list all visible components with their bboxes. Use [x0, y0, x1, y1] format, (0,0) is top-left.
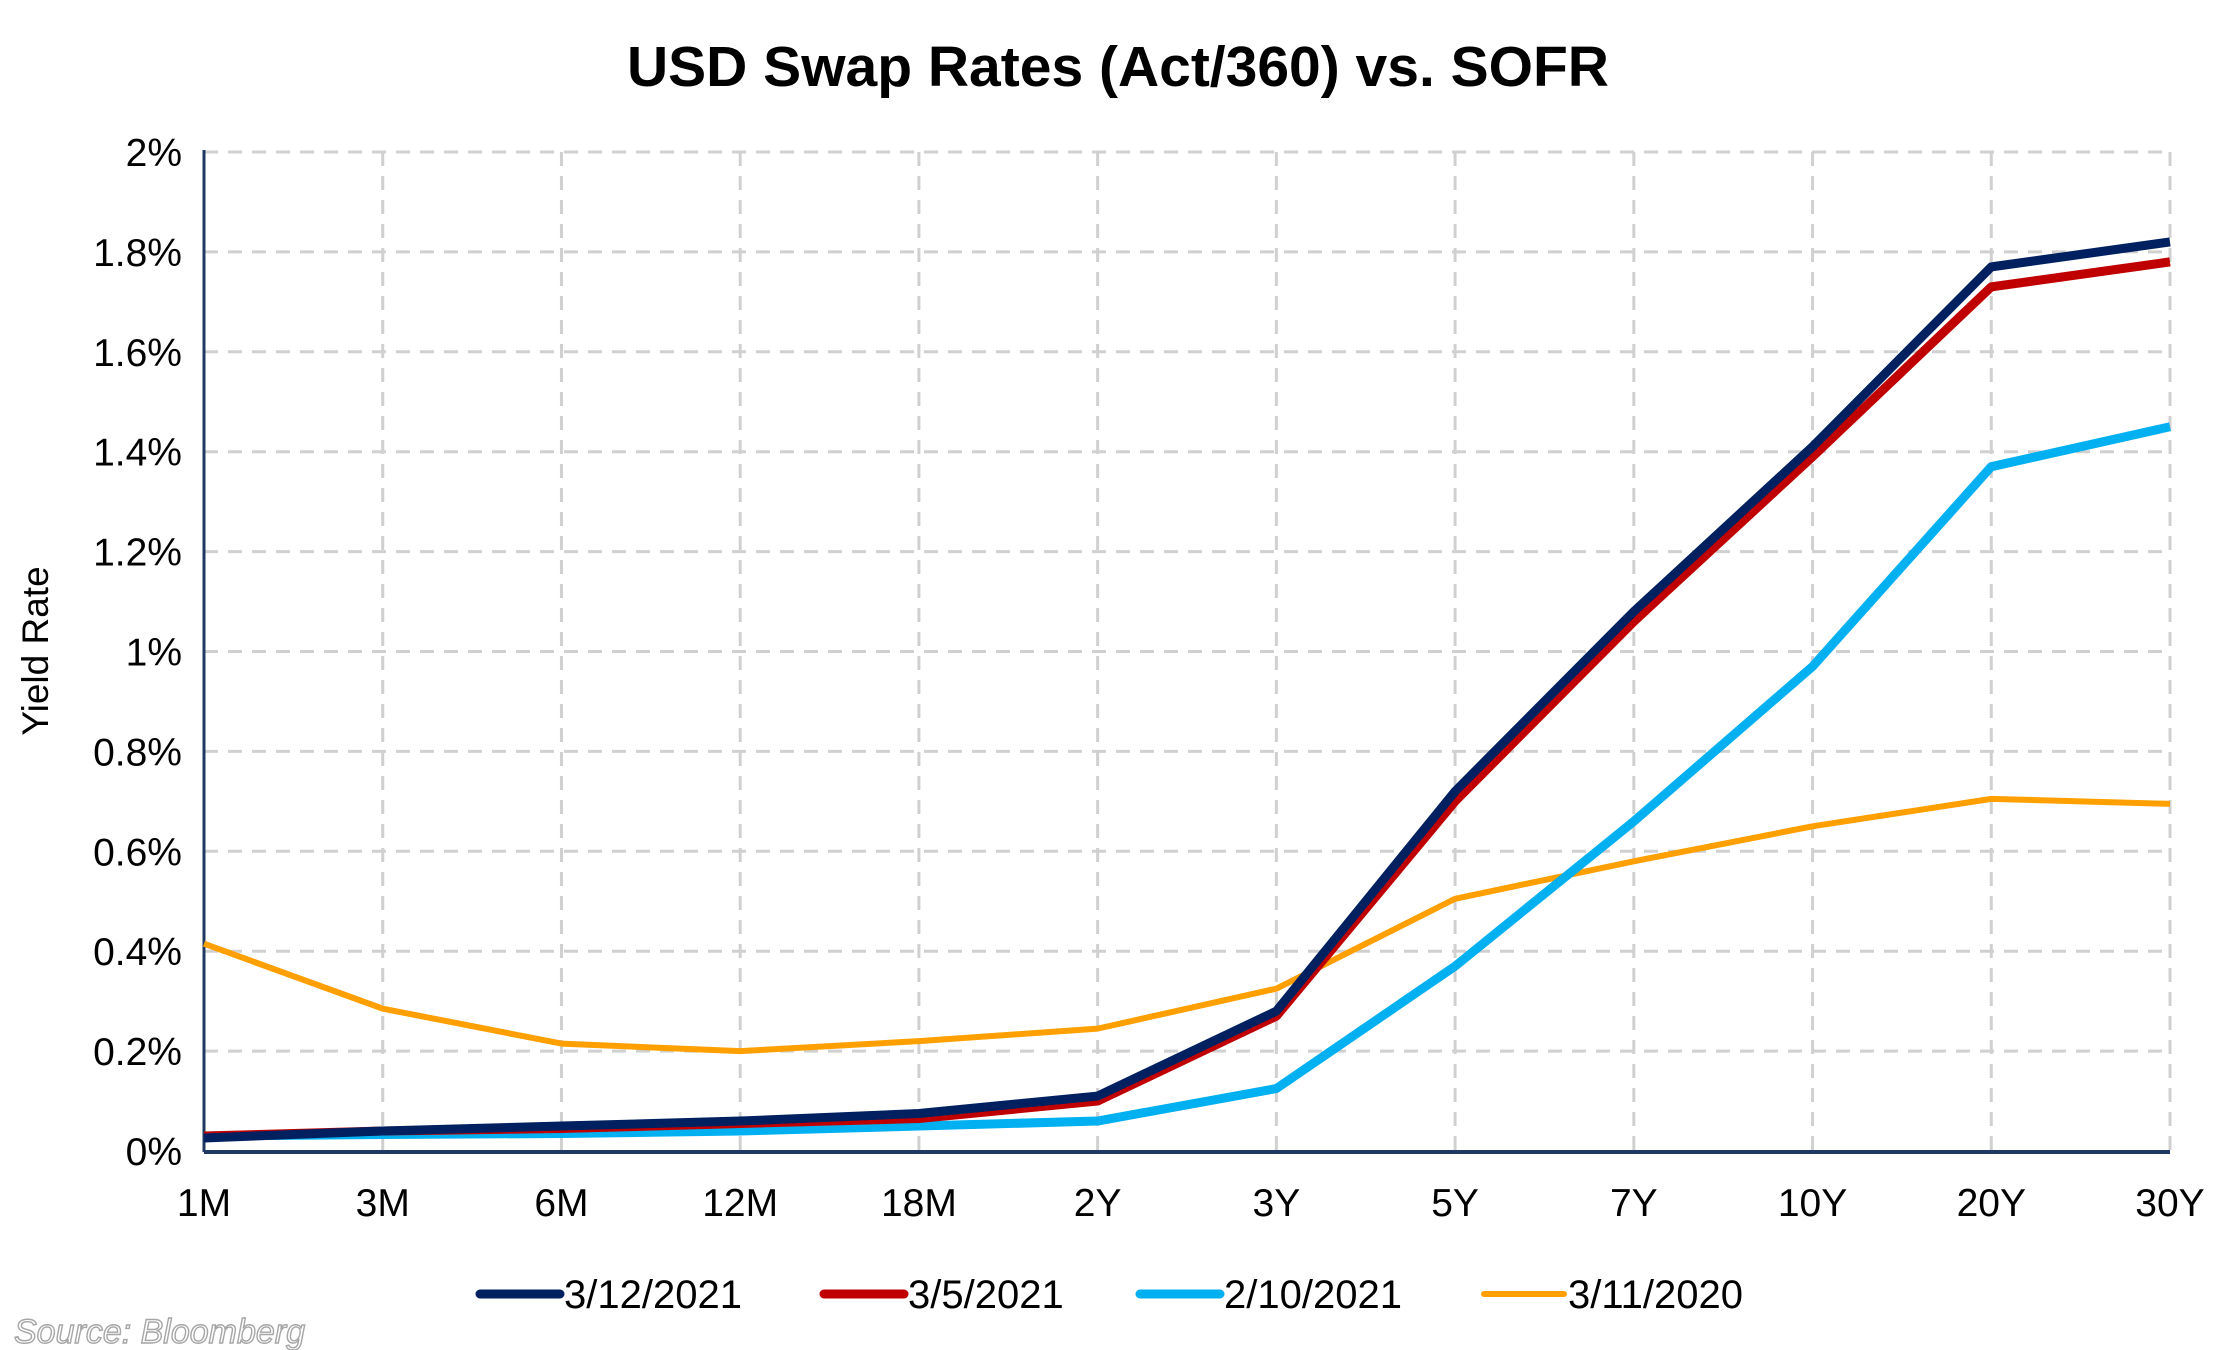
y-tick-label: 0.4%	[93, 931, 182, 974]
y-tick-label: 2%	[126, 132, 182, 175]
x-tick-label: 1M	[177, 1182, 231, 1225]
source-note: Source: Bloomberg	[14, 1313, 305, 1350]
x-axis-ticks: 1M 3M 6M 12M 18M 2Y 3Y 5Y 7Y 10Y 20Y 30Y	[177, 1182, 2205, 1225]
y-tick-label: 1.2%	[93, 532, 182, 575]
x-tick-label: 2Y	[1074, 1182, 1122, 1225]
chart-title: USD Swap Rates (Act/360) vs. SOFR	[627, 35, 1609, 99]
x-tick-label: 20Y	[1957, 1182, 2026, 1225]
y-tick-label: 1.4%	[93, 432, 182, 475]
series-lines	[202, 237, 2171, 1143]
y-tick-label: 0.2%	[93, 1031, 182, 1074]
legend-label: 2/10/2021	[1224, 1273, 1402, 1317]
x-tick-label: 3Y	[1253, 1182, 1301, 1225]
x-tick-label: 10Y	[1778, 1182, 1847, 1225]
series-line-0	[203, 237, 2171, 1143]
x-tick-label: 5Y	[1431, 1182, 1479, 1225]
y-axis-ticks: 0% 0.2% 0.4% 0.6% 0.8% 1% 1.2% 1.4% 1.6% 1.8% 2%	[93, 132, 182, 1174]
legend-item: 3/5/2021	[819, 1273, 1064, 1317]
series-line-2	[203, 422, 2171, 1141]
y-tick-label: 1.8%	[93, 232, 182, 275]
legend-item: 2/10/2021	[1135, 1273, 1402, 1317]
legend: 3/12/2021 3/5/2021 2/10/2021 3/11/2020	[475, 1273, 1743, 1317]
legend-item: 3/11/2020	[1481, 1273, 1743, 1317]
y-tick-label: 0.8%	[93, 731, 182, 774]
x-tick-label: 6M	[534, 1182, 588, 1225]
series-line-3	[202, 795, 2171, 1055]
y-tick-label: 1%	[126, 632, 182, 675]
legend-label: 3/11/2020	[1568, 1273, 1743, 1317]
legend-item: 3/12/2021	[475, 1273, 742, 1317]
y-axis-label: Yield Rate	[15, 566, 56, 735]
y-tick-label: 0.6%	[93, 831, 182, 874]
x-tick-label: 7Y	[1610, 1182, 1658, 1225]
y-tick-label: 0%	[126, 1131, 182, 1174]
gridlines	[204, 150, 2172, 1151]
x-tick-label: 12M	[702, 1182, 778, 1225]
series-line-1	[203, 257, 2171, 1141]
x-tick-label: 30Y	[2135, 1182, 2204, 1225]
x-tick-label: 3M	[356, 1182, 410, 1225]
y-tick-label: 1.6%	[93, 332, 182, 375]
legend-label: 3/12/2021	[564, 1273, 742, 1317]
x-tick-label: 18M	[881, 1182, 957, 1225]
legend-label: 3/5/2021	[908, 1273, 1064, 1317]
